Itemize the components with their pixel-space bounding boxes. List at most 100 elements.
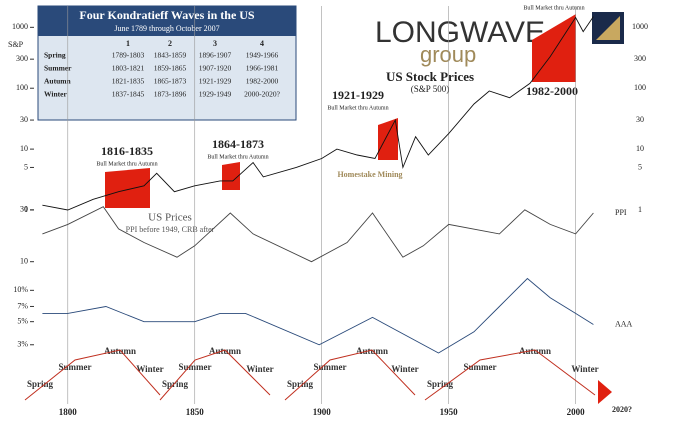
y-tick-label: 10: [20, 257, 28, 266]
peak-label: 1921-1929: [332, 88, 384, 102]
bull-area: [105, 168, 150, 208]
season-label: Winter: [136, 364, 163, 374]
table-row-label: Summer: [44, 64, 72, 73]
season-label: Spring: [27, 379, 54, 389]
season-label: Summer: [314, 362, 347, 372]
peak-note: Bull Market thru Autumn: [207, 154, 268, 160]
season-label: Summer: [59, 362, 92, 372]
x-tick-label: 1850: [186, 407, 205, 417]
series-label: S&P: [8, 40, 24, 49]
y-tick-label: 30: [636, 115, 644, 124]
future-label: 2020?: [612, 405, 632, 414]
future-arrow: [598, 380, 612, 404]
season-wave: [159, 349, 271, 401]
y-tick-label: 5: [24, 162, 28, 171]
logo-name: LONGWAVE: [375, 16, 545, 49]
y-tick-label: 1000: [12, 22, 28, 31]
mining-label: Homestake Mining: [337, 170, 402, 179]
season-label: Summer: [464, 362, 497, 372]
peak-label: 1816-1835: [101, 144, 153, 158]
peak-note: Bull Market thru Autumn: [523, 5, 584, 11]
table-cell: 1837-1845: [112, 90, 145, 99]
season-label: Spring: [287, 379, 314, 389]
season-label: Summer: [179, 362, 212, 372]
season-label: Autumn: [519, 346, 551, 356]
x-tick-label: 1900: [313, 407, 332, 417]
table-cell: 1865-1873: [154, 77, 187, 86]
y-tick-label: 5%: [17, 316, 28, 325]
table-cell: 1789-1803: [112, 51, 145, 60]
bull-area: [532, 14, 576, 82]
season-label: Autumn: [209, 346, 241, 356]
table-title: Four Kondratieff Waves in the US: [79, 8, 255, 22]
peak-note: Bull Market thru Autumn: [327, 105, 388, 111]
table-column: 1: [126, 39, 130, 48]
y-tick-label: 30: [20, 115, 28, 124]
season-label: Spring: [427, 379, 454, 389]
table-column: 3: [213, 39, 217, 48]
table-cell: 2000-2020?: [244, 90, 280, 99]
table-column: 2: [168, 39, 172, 48]
table-cell: 1896-1907: [199, 51, 232, 60]
table-cell: 1873-1896: [154, 90, 187, 99]
prices-note: PPI before 1949, CRB after: [126, 225, 215, 234]
table-cell: 1966-1981: [246, 64, 279, 73]
y-tick-label: 3%: [17, 340, 28, 349]
y-tick-label: 300: [634, 54, 646, 63]
y-tick-label: 10: [636, 144, 644, 153]
series-label: AAA: [615, 319, 633, 328]
peak-note: Bull Market thru Autumn: [96, 161, 157, 167]
table-cell: 1859-1865: [154, 64, 187, 73]
peak-label: 1864-1873: [212, 137, 264, 151]
y-tick-label: 1: [638, 205, 642, 214]
y-tick-label: 5: [638, 162, 642, 171]
table-row-label: Autumn: [44, 77, 72, 86]
bull-area: [222, 162, 240, 190]
y-tick-label: 10: [20, 144, 28, 153]
table-cell: 1803-1821: [112, 64, 145, 73]
data-line: [42, 277, 594, 354]
table-cell: 1949-1966: [246, 51, 279, 60]
table-column: 4: [260, 39, 264, 48]
season-label: Winter: [391, 364, 418, 374]
table-row-label: Winter: [44, 90, 67, 99]
data-line: [42, 16, 594, 211]
y-tick-label: 1: [24, 205, 28, 214]
x-tick-label: 1950: [440, 407, 459, 417]
season-wave: [24, 349, 161, 401]
bull-area: [378, 118, 398, 160]
season-label: Autumn: [356, 346, 388, 356]
series-label: PPI: [615, 208, 627, 217]
y-tick-label: 100: [16, 83, 28, 92]
y-tick-label: 30: [20, 205, 28, 214]
season-wave: [424, 349, 596, 401]
logo-mark: [596, 16, 620, 40]
logo-sub: group: [420, 42, 476, 67]
chart-subtitle: (S&P 500): [411, 84, 449, 94]
season-label: Winter: [246, 364, 273, 374]
peak-label: 1982-2000: [526, 84, 578, 98]
table-row-label: Spring: [44, 51, 66, 60]
table-cell: 1821-1835: [112, 77, 145, 86]
table-cell: 1929-1949: [199, 90, 232, 99]
table-cell: 1843-1859: [154, 51, 187, 60]
y-tick-label: 1000: [632, 22, 648, 31]
season-label: Winter: [571, 364, 598, 374]
table-cell: 1982-2000: [246, 77, 279, 86]
y-tick-label: 7%: [17, 301, 28, 310]
chart-title: US Stock Prices: [386, 69, 474, 84]
season-label: Autumn: [104, 346, 136, 356]
data-line: [42, 206, 594, 263]
x-tick-label: 1800: [59, 407, 78, 417]
season-label: Spring: [162, 379, 189, 389]
y-tick-label: 10%: [13, 285, 28, 294]
y-tick-label: 300: [16, 54, 28, 63]
table-cell: 1921-1929: [199, 77, 232, 86]
table-subtitle: June 1789 through October 2007: [114, 24, 219, 33]
x-tick-label: 2000: [567, 407, 586, 417]
table-header: [38, 6, 296, 36]
season-wave: [284, 349, 416, 401]
prices-label: US Prices: [148, 212, 192, 224]
y-tick-label: 100: [634, 83, 646, 92]
